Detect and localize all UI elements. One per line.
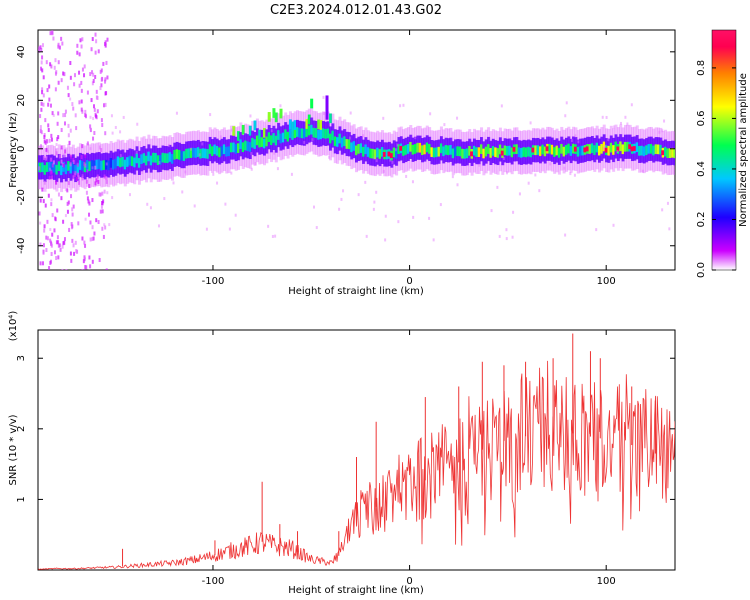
colorbar: 0.0 0.2 0.4 0.6 0.8 Normalized spectral ampl…: [696, 29, 749, 278]
snr-x-ticks: -100 0 100: [202, 330, 616, 587]
snr-panel: 3 2 1 -100 0 100 Height of straight line (km…: [8, 311, 676, 596]
colorbar-ticks: 0.0 0.2 0.4 0.6 0.8: [696, 60, 736, 278]
y-tick-label: -20: [16, 189, 27, 205]
colorbar-gradient: [711, 29, 737, 271]
snr-y-label: SNR (10 * v/v): [8, 414, 19, 485]
x-tick-label: 100: [597, 276, 616, 287]
snr-peaks: [122, 333, 656, 567]
spectrogram-panel: 40 20 0 -20 -40 -100 0 100 Height of straight …: [8, 29, 676, 297]
x-tick-label: 100: [597, 576, 616, 587]
colorbar-tick-label: 0.2: [696, 212, 707, 228]
snr-y-ticks: 3 2 1: [16, 355, 675, 503]
y-tick-label: 40: [16, 45, 27, 58]
y-tick-label: 2: [16, 426, 27, 432]
snr-series-line: [38, 360, 675, 570]
x-tick-label: -100: [202, 576, 225, 587]
y-tick-label: 3: [16, 355, 27, 361]
spectrogram-x-ticks: -100 0 100: [202, 30, 616, 287]
y-tick-label: -40: [16, 238, 27, 254]
y-tick-label: 20: [16, 94, 27, 107]
colorbar-tick-label: 0.4: [696, 161, 707, 177]
y-tick-label: 1: [16, 496, 27, 502]
colorbar-label: Normalized spectral amplitude: [738, 73, 749, 227]
figure-title: C2E3.2024.012.01.43.G02: [270, 3, 442, 18]
x-tick-label: 0: [406, 276, 412, 287]
snr-plot-area: [38, 333, 675, 570]
colorbar-tick-label: 0.6: [696, 110, 707, 126]
spectrogram-x-label: Height of straight line (km): [288, 286, 424, 297]
colorbar-tick-label: 0.8: [696, 60, 707, 76]
spectrogram-y-ticks: 40 20 0 -20 -40: [16, 45, 675, 254]
snr-x-label: Height of straight line (km): [288, 585, 424, 596]
snr-frame: [37, 329, 676, 571]
spectrogram-y-label: Frequency (Hz): [8, 112, 19, 188]
snr-multiplier: (x10⁴): [8, 311, 19, 342]
x-tick-label: -100: [202, 276, 225, 287]
y-tick-label: 0: [16, 146, 27, 152]
colorbar-tick-label: 0.0: [696, 262, 707, 278]
x-tick-label: 0: [406, 576, 412, 587]
spectrogram-marks: [38, 30, 675, 270]
